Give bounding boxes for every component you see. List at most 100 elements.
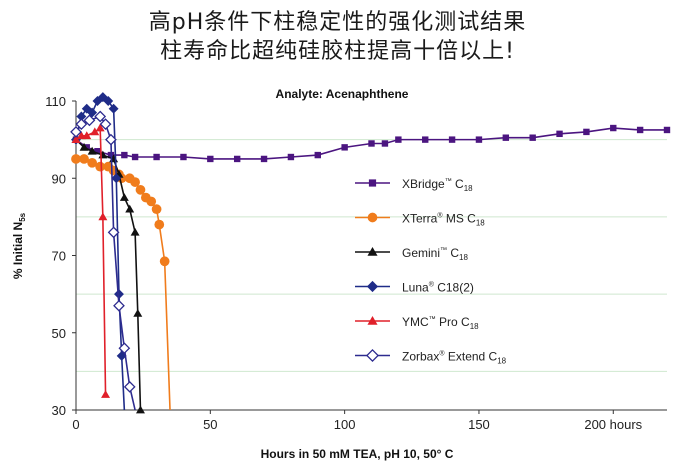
legend-item: Luna® C18(2)	[355, 281, 474, 295]
x-tick-label: 150	[468, 417, 490, 432]
series-line	[75, 126, 107, 395]
data-point	[111, 173, 122, 184]
data-point	[98, 212, 108, 221]
data-point	[90, 127, 100, 136]
data-point	[131, 153, 139, 161]
data-point	[99, 118, 112, 131]
data-point	[121, 151, 128, 159]
legend-label: YMC™ Pro C18	[402, 315, 479, 331]
data-point	[663, 126, 671, 134]
data-point	[95, 161, 106, 172]
y-tick-label: 30	[52, 403, 66, 418]
legend-item: XBridge™ C18	[355, 177, 473, 193]
y-tick-label: 90	[52, 171, 66, 186]
data-point	[113, 299, 125, 312]
data-point	[583, 128, 590, 136]
data-point	[367, 246, 378, 256]
data-point	[83, 114, 96, 127]
data-point	[135, 184, 146, 195]
x-tick-label: 50	[203, 417, 217, 432]
data-point	[636, 126, 644, 134]
data-point	[475, 136, 483, 143]
data-point	[368, 140, 375, 147]
data-point	[76, 111, 87, 122]
data-point	[448, 136, 456, 143]
data-point	[151, 204, 162, 215]
legend-label: XBridge™ C18	[402, 177, 473, 193]
data-point	[233, 155, 241, 163]
data-point	[79, 154, 89, 164]
data-point	[367, 315, 378, 325]
data-point	[422, 136, 429, 143]
data-point	[180, 153, 187, 161]
data-point	[75, 118, 88, 131]
data-point	[341, 144, 348, 151]
data-point	[101, 390, 111, 398]
data-point	[366, 280, 379, 293]
data-point	[70, 126, 82, 138]
data-point	[105, 133, 117, 146]
x-axis-title: Hours in 50 mM TEA, pH 10, 50° C	[261, 447, 454, 461]
data-point	[314, 151, 321, 159]
data-point	[103, 96, 114, 106]
data-point	[529, 134, 536, 141]
series-ymc	[71, 123, 111, 398]
x-tick-label: 0	[72, 417, 79, 432]
data-point	[94, 110, 107, 123]
data-point	[130, 177, 140, 187]
data-point	[260, 155, 268, 163]
series-xbridge	[72, 124, 671, 163]
legend-label: Zorbax® Extend C18	[402, 350, 507, 366]
y-tick-label: 50	[52, 326, 66, 341]
y-tick-label: 70	[52, 249, 66, 264]
legend: XBridge™ C18 XTerra® MS C18 Gemini™ C18 Lun…	[355, 177, 507, 366]
data-point	[114, 289, 124, 300]
legend-item: Zorbax® Extend C18	[355, 349, 507, 366]
x-tick-label: 200 hours	[584, 417, 642, 432]
data-point	[556, 130, 563, 138]
series-group	[70, 92, 671, 414]
data-point	[153, 153, 160, 161]
data-point	[94, 148, 101, 155]
data-point	[71, 154, 81, 164]
axes: 0 50 100 150 200 hours 30 50 70 90 110	[45, 94, 667, 432]
data-point	[207, 155, 214, 163]
legend-item: Gemini™ C18	[355, 246, 468, 262]
x-tick-label: 100	[334, 417, 356, 432]
page-heading-line-1: 高pH条件下柱稳定性的强化测试结果	[148, 10, 527, 35]
y-tick-label: 110	[45, 94, 66, 109]
data-point	[135, 405, 145, 414]
data-point	[366, 349, 379, 362]
data-point	[125, 204, 135, 213]
legend-item: YMC™ Pro C18	[355, 315, 479, 331]
data-point	[95, 123, 105, 132]
data-point	[130, 227, 140, 236]
data-point	[502, 134, 510, 141]
legend-item: XTerra® MS C18	[355, 212, 485, 228]
data-point	[79, 142, 89, 151]
series-xterra	[71, 154, 171, 411]
data-point	[146, 196, 157, 207]
y-axis-title-sub: 5s	[18, 212, 27, 221]
data-point	[87, 157, 97, 168]
data-point	[87, 146, 97, 155]
data-point	[395, 136, 402, 143]
data-point	[118, 342, 131, 355]
data-point	[367, 212, 378, 223]
legend-label: Gemini™ C18	[402, 246, 468, 262]
data-point	[107, 226, 120, 239]
data-point	[133, 308, 143, 317]
legend-label: XTerra® MS C18	[402, 212, 485, 228]
data-point	[154, 219, 165, 230]
data-point	[71, 135, 81, 143]
data-point	[287, 153, 295, 161]
legend-label: Luna® C18(2)	[402, 281, 474, 295]
data-point	[108, 103, 119, 114]
data-point	[381, 140, 389, 147]
data-point	[82, 131, 92, 140]
data-point	[119, 193, 129, 201]
page-heading-line-2: 柱寿命比超纯硅胶柱提高十倍以上!	[160, 39, 515, 64]
data-point	[610, 124, 617, 132]
y-axis-title: % Initial N5s	[11, 212, 27, 279]
